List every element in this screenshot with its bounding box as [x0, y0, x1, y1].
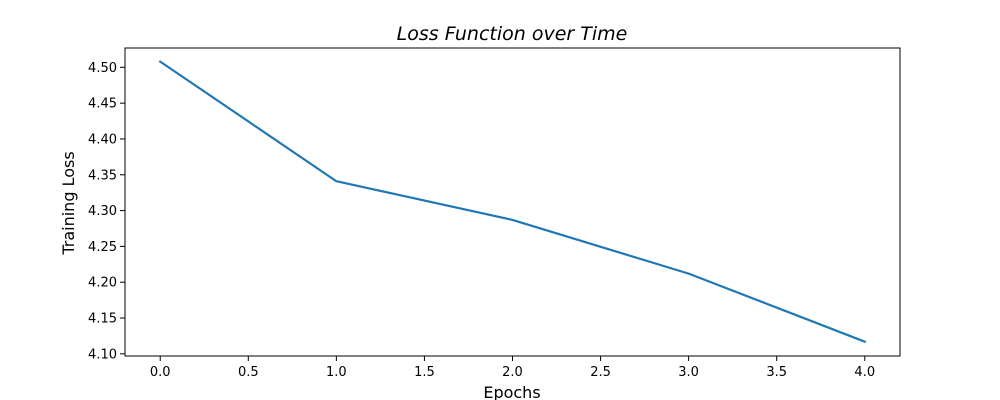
y-tick-label: 4.15	[88, 312, 117, 327]
chart-title: Loss Function over Time	[397, 23, 628, 45]
y-tick-label: 4.45	[88, 97, 117, 112]
x-axis: 0.0 0.5 1.0 1.5 2.0 2.5 3.0 3.5 4.0	[150, 356, 875, 380]
x-tick-label: 1.0	[326, 365, 347, 380]
y-axis: 4.10 4.15 4.20 4.25 4.30 4.35 4.40 4.45 4.50	[88, 61, 125, 362]
y-tick-label: 4.30	[88, 204, 117, 219]
x-axis-title: Epochs	[483, 383, 540, 400]
x-tick-label: 4.0	[854, 365, 875, 380]
x-tick-label: 2.0	[502, 365, 523, 380]
x-tick-label: 3.0	[678, 365, 699, 380]
x-tick-label: 0.5	[238, 365, 259, 380]
x-tick-label: 1.5	[414, 365, 435, 380]
y-tick-label: 4.40	[88, 132, 117, 147]
x-tick-label: 3.5	[766, 365, 787, 380]
series-line	[158, 60, 867, 344]
x-tick-label: 2.5	[590, 365, 611, 380]
y-tick-label: 4.20	[88, 276, 117, 291]
y-tick-label: 4.25	[88, 240, 117, 255]
plot-area	[158, 60, 867, 344]
y-tick-label: 4.35	[88, 168, 117, 183]
x-tick-label: 0.0	[150, 365, 171, 380]
y-tick-label: 4.10	[88, 347, 117, 362]
y-tick-label: 4.50	[88, 61, 117, 76]
y-axis-title: Training Loss	[59, 151, 78, 255]
